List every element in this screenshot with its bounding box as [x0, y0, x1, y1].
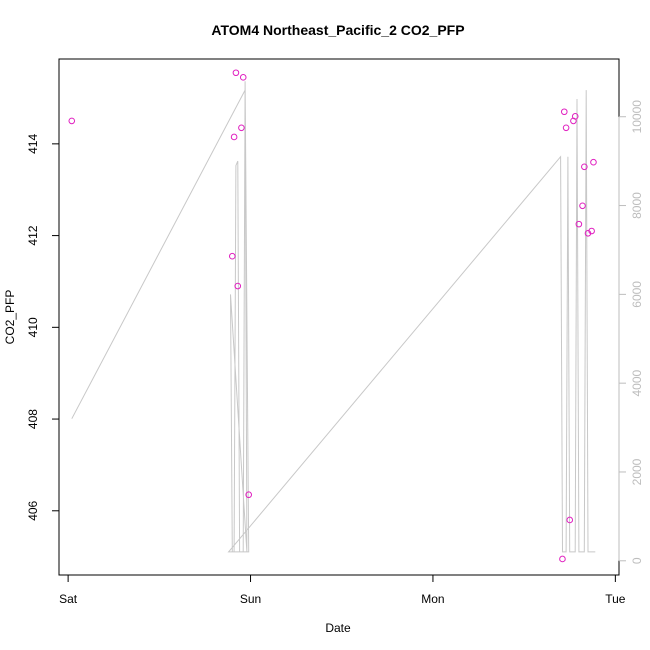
data-point	[68, 117, 76, 125]
series-line	[71, 81, 596, 553]
data-point	[590, 158, 597, 166]
y2-tick-label: 8000	[630, 192, 644, 219]
y2-tick-label: 6000	[630, 281, 644, 308]
x-tick-label: Tue	[605, 592, 626, 606]
data-point	[238, 124, 245, 132]
data-point	[232, 69, 240, 77]
data-point	[559, 555, 566, 563]
plot-frame	[58, 58, 620, 576]
data-point	[566, 516, 574, 524]
data-point	[560, 108, 568, 116]
y-tick-label: 406	[26, 500, 40, 520]
y-tick-label: 412	[26, 225, 40, 245]
y2-tick-label: 0	[630, 557, 644, 564]
x-tick-label: Sat	[59, 592, 78, 606]
data-point	[245, 491, 253, 499]
x-tick-label: Mon	[421, 592, 444, 606]
data-point	[579, 202, 586, 210]
y2-tick-label: 2000	[630, 458, 644, 485]
data-point	[581, 163, 588, 171]
data-point	[239, 74, 247, 81]
x-tick-label: Sun	[240, 592, 261, 606]
data-point	[562, 124, 570, 132]
y2-tick-label: 10000	[630, 100, 644, 134]
y-tick-label: 408	[26, 409, 40, 429]
data-point	[571, 113, 579, 120]
chart-title: ATOM4 Northeast_Pacific_2 CO2_PFP	[211, 22, 464, 38]
y-axis-label: CO2_PFP	[3, 290, 17, 345]
y2-tick-label: 4000	[630, 369, 644, 396]
data-point	[228, 252, 236, 260]
y-tick-label: 414	[26, 134, 40, 154]
x-axis-label: Date	[325, 621, 351, 635]
y-tick-label: 410	[26, 317, 40, 337]
data-point	[575, 220, 583, 228]
data-point	[234, 282, 242, 290]
data-point	[230, 133, 238, 141]
data-point	[588, 227, 595, 235]
